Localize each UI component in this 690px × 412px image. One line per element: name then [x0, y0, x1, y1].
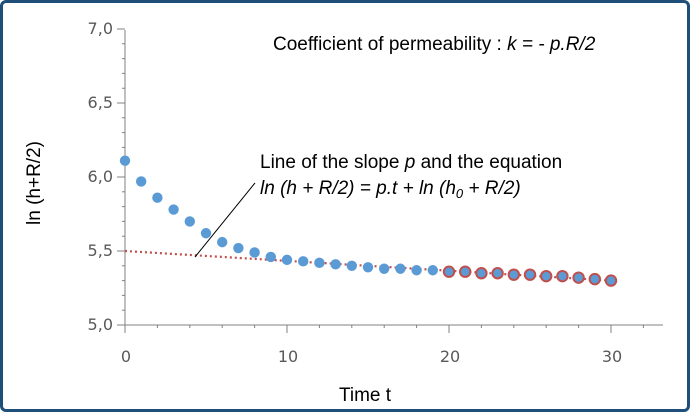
data-point [379, 263, 390, 274]
data-point [572, 271, 585, 284]
slope-annotation-before: Line of the slope [260, 152, 405, 173]
data-point [265, 251, 276, 263]
x-major-ticks [124, 325, 612, 333]
y-tick-label: 6,0 [88, 167, 113, 186]
x-tick-labels: 0 10 20 30 [121, 347, 622, 366]
slope-annotation-line2: ln (h + R/2) = p.t + ln (h0 + R/2) [260, 178, 521, 201]
slope-annotation-line1: Line of the slope p and the equation [260, 152, 562, 173]
data-point [556, 269, 569, 283]
y-major-ticks [117, 28, 125, 326]
data-point [168, 204, 179, 215]
data-point [459, 265, 472, 278]
data-point [427, 265, 438, 276]
data-point [200, 228, 212, 239]
y-tick-labels: 5,0 5,5 6,0 6,5 7,0 [88, 19, 113, 334]
chart: 5,0 5,5 6,0 6,5 7,0 0 10 20 30 ln (h+R/2) Time … [24, 19, 663, 406]
data-point [249, 247, 260, 258]
equation-part1: ln (h + R/2) = p.t + ln (h [260, 178, 456, 199]
data-point [314, 257, 325, 269]
coefficient-annotation: Coefficient of permeability : k = - p.R/… [273, 34, 596, 55]
coefficient-prefix: Coefficient of permeability : [273, 34, 507, 55]
y-axis-title: ln (h+R/2) [24, 141, 45, 225]
y-tick-label: 6,5 [88, 93, 113, 112]
data-point [604, 274, 618, 287]
data-point [217, 236, 228, 248]
data-point [588, 272, 601, 286]
data-point [119, 155, 131, 166]
data-point [152, 192, 163, 203]
slope-annotation-var: p [404, 152, 416, 173]
data-point [330, 259, 341, 270]
data-point [395, 263, 406, 274]
y-tick-label: 7,0 [88, 19, 113, 38]
data-point [507, 268, 520, 281]
data-point [184, 216, 195, 227]
slope-annotation-after: and the equation [415, 152, 562, 173]
x-tick-label: 30 [602, 347, 622, 366]
data-point [298, 256, 309, 267]
data-points [119, 155, 618, 287]
data-point [540, 269, 553, 283]
y-tick-label: 5,0 [88, 315, 113, 334]
equation-subscript: 0 [456, 186, 464, 201]
x-tick-label: 10 [278, 347, 298, 366]
data-point [475, 267, 488, 280]
equation-part2: + R/2) [463, 178, 521, 199]
data-point [362, 262, 374, 273]
annotation-pointer [194, 182, 256, 258]
data-point [281, 254, 293, 266]
data-point [523, 268, 537, 281]
data-point [411, 265, 422, 276]
x-tick-label: 20 [440, 347, 460, 366]
data-point [442, 265, 456, 278]
x-axis-title: Time t [339, 385, 392, 406]
y-tick-label: 5,5 [88, 241, 113, 260]
coefficient-formula: k = - p.R/2 [507, 34, 596, 55]
x-tick-label: 0 [121, 347, 131, 366]
data-point [233, 242, 244, 254]
data-point [346, 260, 357, 271]
data-point [491, 267, 504, 280]
data-point [136, 176, 147, 187]
